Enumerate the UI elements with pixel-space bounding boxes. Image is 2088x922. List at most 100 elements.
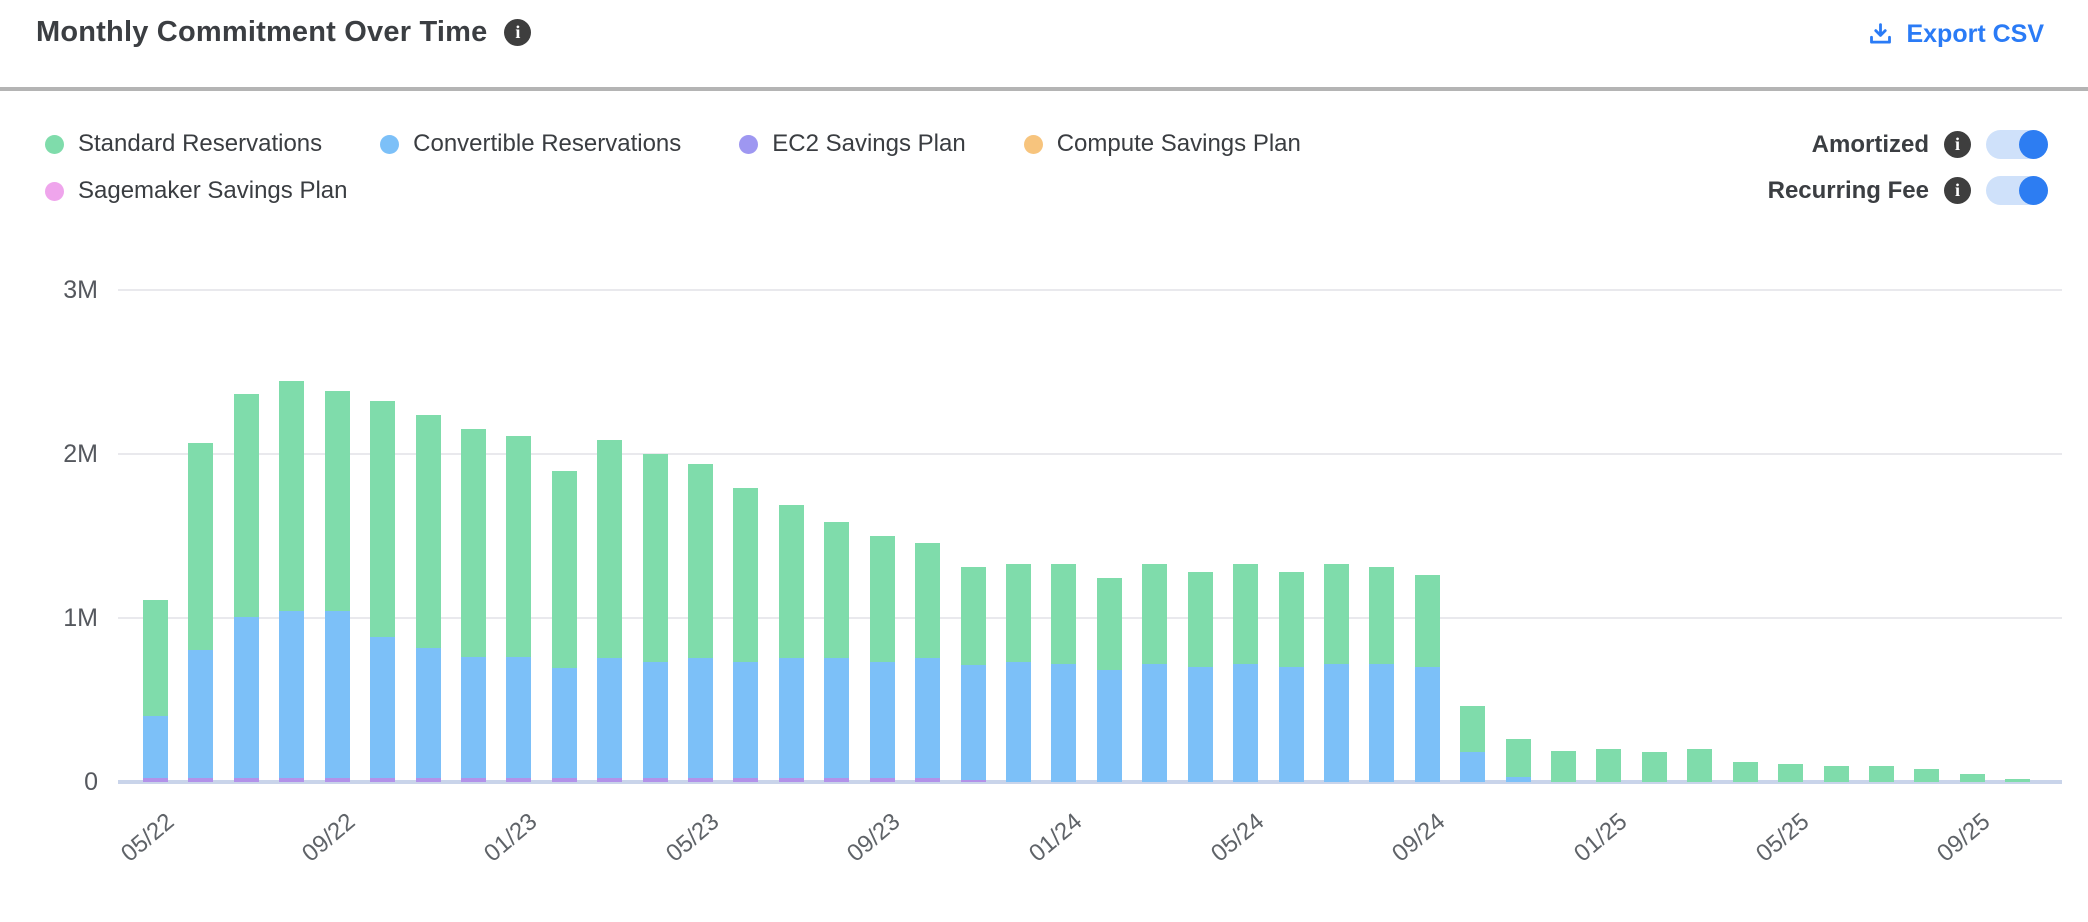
bar-segment-09-22-standard-reservations[interactable] (325, 391, 350, 611)
bar-segment-07-25-standard-reservations[interactable] (1869, 766, 1894, 782)
bar-segment-09-23-standard-reservations[interactable] (870, 536, 895, 662)
bar-segment-12-22-standard-reservations[interactable] (461, 429, 486, 657)
bar-segment-07-23-convertible-reservations[interactable] (779, 658, 804, 778)
bar-segment-07-22-ec2-savings-plan[interactable] (234, 778, 259, 782)
bar-segment-07-23-ec2-savings-plan[interactable] (779, 778, 804, 782)
bar-segment-05-25-standard-reservations[interactable] (1778, 764, 1803, 782)
bar-segment-04-23-ec2-savings-plan[interactable] (643, 778, 668, 782)
bar-segment-04-23-standard-reservations[interactable] (643, 454, 668, 662)
bar-segment-10-23-ec2-savings-plan[interactable] (915, 778, 940, 782)
bar-segment-10-24-standard-reservations[interactable] (1460, 706, 1485, 752)
bar-segment-07-22-standard-reservations[interactable] (234, 394, 259, 617)
bar-segment-04-25-standard-reservations[interactable] (1733, 762, 1758, 782)
bar-segment-02-23-ec2-savings-plan[interactable] (552, 778, 577, 782)
bar-segment-08-22-standard-reservations[interactable] (279, 381, 304, 611)
bar-segment-08-23-ec2-savings-plan[interactable] (824, 778, 849, 782)
bar-segment-05-22-ec2-savings-plan[interactable] (143, 778, 168, 782)
bar-segment-03-23-standard-reservations[interactable] (597, 440, 622, 658)
legend-item-sagemaker-savings-plan[interactable]: Sagemaker Savings Plan (45, 177, 347, 205)
bar-segment-07-23-standard-reservations[interactable] (779, 505, 804, 658)
bar-segment-07-24-standard-reservations[interactable] (1324, 564, 1349, 664)
bar-segment-12-22-convertible-reservations[interactable] (461, 657, 486, 778)
bar-segment-01-24-standard-reservations[interactable] (1051, 564, 1076, 664)
bar-segment-11-23-convertible-reservations[interactable] (961, 665, 986, 780)
bar-segment-11-24-standard-reservations[interactable] (1506, 739, 1531, 777)
bar-segment-11-22-standard-reservations[interactable] (416, 415, 441, 648)
bar-segment-12-22-ec2-savings-plan[interactable] (461, 778, 486, 782)
export-csv-button[interactable]: Export CSV (1867, 20, 2044, 49)
bar-segment-09-22-ec2-savings-plan[interactable] (325, 778, 350, 782)
bar-segment-10-22-convertible-reservations[interactable] (370, 637, 395, 778)
bar-segment-09-25-standard-reservations[interactable] (1960, 774, 1985, 782)
bar-segment-12-24-standard-reservations[interactable] (1551, 751, 1576, 782)
amortized-info-icon[interactable]: i (1944, 131, 1971, 158)
bar-segment-11-22-convertible-reservations[interactable] (416, 648, 441, 778)
bar-segment-03-23-ec2-savings-plan[interactable] (597, 778, 622, 782)
bar-segment-09-23-ec2-savings-plan[interactable] (870, 778, 895, 782)
amortized-toggle[interactable] (1986, 130, 2048, 159)
bar-segment-08-22-ec2-savings-plan[interactable] (279, 778, 304, 782)
bar-segment-09-24-convertible-reservations[interactable] (1415, 667, 1440, 782)
bar-segment-08-24-standard-reservations[interactable] (1369, 567, 1394, 664)
bar-segment-08-24-convertible-reservations[interactable] (1369, 664, 1394, 782)
bar-segment-08-22-convertible-reservations[interactable] (279, 611, 304, 778)
bar-segment-04-24-standard-reservations[interactable] (1188, 572, 1213, 667)
bar-segment-01-23-standard-reservations[interactable] (506, 436, 531, 657)
bar-segment-03-23-convertible-reservations[interactable] (597, 658, 622, 778)
bar-segment-11-22-ec2-savings-plan[interactable] (416, 778, 441, 782)
bar-segment-08-23-convertible-reservations[interactable] (824, 658, 849, 778)
bar-segment-06-23-ec2-savings-plan[interactable] (733, 778, 758, 782)
bar-segment-08-23-standard-reservations[interactable] (824, 522, 849, 658)
bar-segment-06-23-convertible-reservations[interactable] (733, 662, 758, 778)
legend-item-convertible-reservations[interactable]: Convertible Reservations (380, 130, 681, 158)
bar-segment-03-24-standard-reservations[interactable] (1142, 564, 1167, 664)
legend-item-standard-reservations[interactable]: Standard Reservations (45, 130, 322, 158)
bar-segment-02-24-convertible-reservations[interactable] (1097, 670, 1122, 782)
bar-segment-07-24-convertible-reservations[interactable] (1324, 664, 1349, 782)
bar-segment-05-23-convertible-reservations[interactable] (688, 658, 713, 778)
bar-segment-07-22-convertible-reservations[interactable] (234, 617, 259, 778)
bar-segment-01-25-standard-reservations[interactable] (1596, 749, 1621, 782)
bar-segment-09-23-convertible-reservations[interactable] (870, 662, 895, 778)
bar-segment-12-23-standard-reservations[interactable] (1006, 564, 1031, 662)
bar-segment-04-23-convertible-reservations[interactable] (643, 662, 668, 778)
bar-segment-06-25-standard-reservations[interactable] (1824, 766, 1849, 782)
bar-segment-02-24-standard-reservations[interactable] (1097, 578, 1122, 670)
bar-segment-10-23-convertible-reservations[interactable] (915, 658, 940, 778)
bar-segment-05-24-convertible-reservations[interactable] (1233, 664, 1258, 782)
bar-segment-09-22-convertible-reservations[interactable] (325, 611, 350, 778)
bar-segment-05-24-standard-reservations[interactable] (1233, 564, 1258, 664)
bar-segment-04-24-convertible-reservations[interactable] (1188, 667, 1213, 782)
bar-segment-11-23-ec2-savings-plan[interactable] (961, 780, 986, 782)
bar-segment-10-23-standard-reservations[interactable] (915, 543, 940, 658)
bar-segment-11-24-convertible-reservations[interactable] (1506, 777, 1531, 782)
bar-segment-05-22-convertible-reservations[interactable] (143, 716, 168, 778)
recurring-fee-info-icon[interactable]: i (1944, 177, 1971, 204)
bar-segment-02-23-standard-reservations[interactable] (552, 471, 577, 668)
bar-segment-08-25-standard-reservations[interactable] (1914, 769, 1939, 782)
bar-segment-06-23-standard-reservations[interactable] (733, 488, 758, 662)
bar-segment-02-25-standard-reservations[interactable] (1642, 752, 1667, 782)
bar-segment-01-24-convertible-reservations[interactable] (1051, 664, 1076, 782)
bar-segment-05-23-standard-reservations[interactable] (688, 464, 713, 658)
bar-segment-05-23-ec2-savings-plan[interactable] (688, 778, 713, 782)
bar-segment-09-24-standard-reservations[interactable] (1415, 575, 1440, 667)
bar-segment-03-24-convertible-reservations[interactable] (1142, 664, 1167, 782)
bar-segment-06-22-standard-reservations[interactable] (188, 443, 213, 650)
legend-item-ec2-savings-plan[interactable]: EC2 Savings Plan (739, 130, 966, 158)
recurring-fee-toggle[interactable] (1986, 176, 2048, 205)
bar-segment-01-23-ec2-savings-plan[interactable] (506, 778, 531, 782)
bar-segment-11-23-standard-reservations[interactable] (961, 567, 986, 665)
bar-segment-05-22-standard-reservations[interactable] (143, 600, 168, 716)
bar-segment-06-22-ec2-savings-plan[interactable] (188, 778, 213, 782)
bar-segment-06-24-standard-reservations[interactable] (1279, 572, 1304, 667)
bar-segment-03-25-standard-reservations[interactable] (1687, 749, 1712, 782)
legend-item-compute-savings-plan[interactable]: Compute Savings Plan (1023, 130, 1301, 158)
bar-segment-02-23-convertible-reservations[interactable] (552, 668, 577, 778)
bar-segment-06-24-convertible-reservations[interactable] (1279, 667, 1304, 782)
title-info-icon[interactable]: i (504, 19, 532, 46)
bar-segment-10-25-standard-reservations[interactable] (2005, 779, 2030, 782)
bar-segment-10-22-ec2-savings-plan[interactable] (370, 778, 395, 782)
bar-segment-06-22-convertible-reservations[interactable] (188, 650, 213, 778)
bar-segment-01-23-convertible-reservations[interactable] (506, 657, 531, 778)
